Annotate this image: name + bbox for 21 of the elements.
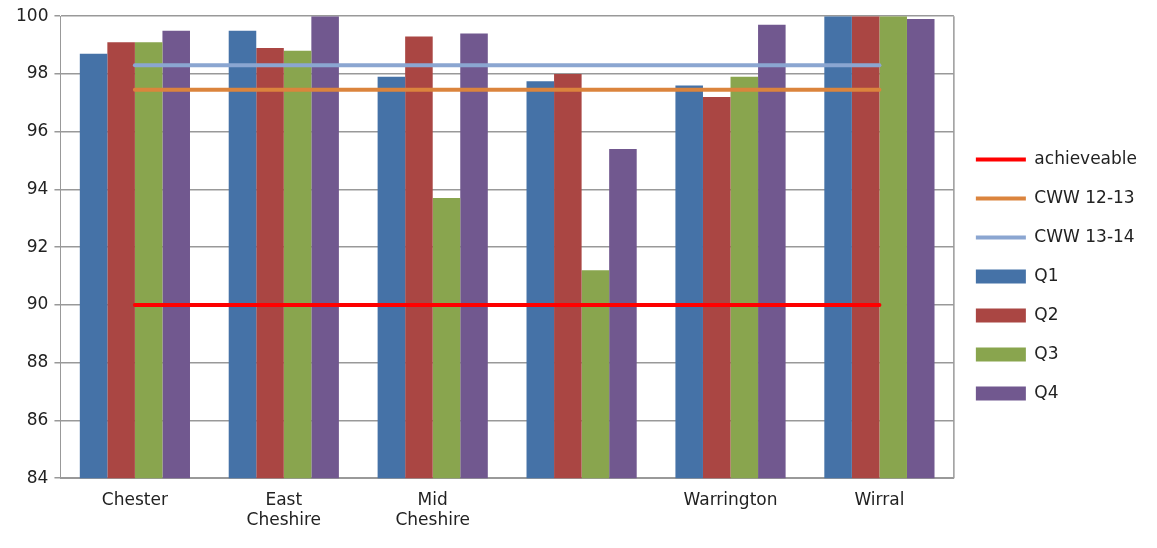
legend-label: Q4 — [1034, 381, 1059, 402]
legend-label: CWW 12-13 — [1034, 186, 1135, 207]
y-tick-label: 84 — [26, 466, 49, 487]
y-tick-label: 100 — [15, 4, 49, 25]
legend-label: achieveable — [1034, 147, 1138, 168]
x-tick-label: Chester — [101, 488, 168, 509]
y-tick-label: 96 — [26, 120, 49, 141]
y-tick-label: 88 — [26, 351, 49, 372]
y-tick-label: 98 — [26, 62, 49, 83]
y-tick-label: 86 — [26, 408, 49, 429]
legend-label: Q1 — [1034, 264, 1059, 285]
legend-label: CWW 13-14 — [1034, 225, 1135, 246]
x-tick-label: East Cheshire — [246, 488, 322, 530]
legend-label: Q2 — [1034, 303, 1059, 324]
y-tick-label: 92 — [26, 235, 49, 256]
y-tick-label: 94 — [26, 177, 49, 198]
x-tick-label: Warrington — [683, 488, 778, 509]
x-tick-label: Mid Cheshire — [395, 488, 470, 530]
x-tick-label: Wirral — [854, 488, 905, 509]
legend-label: Q3 — [1034, 342, 1059, 363]
y-tick-label: 90 — [26, 293, 49, 314]
